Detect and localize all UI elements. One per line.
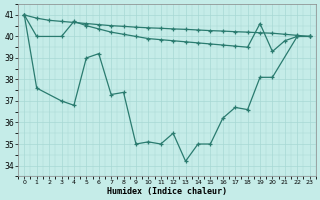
X-axis label: Humidex (Indice chaleur): Humidex (Indice chaleur) (107, 187, 227, 196)
